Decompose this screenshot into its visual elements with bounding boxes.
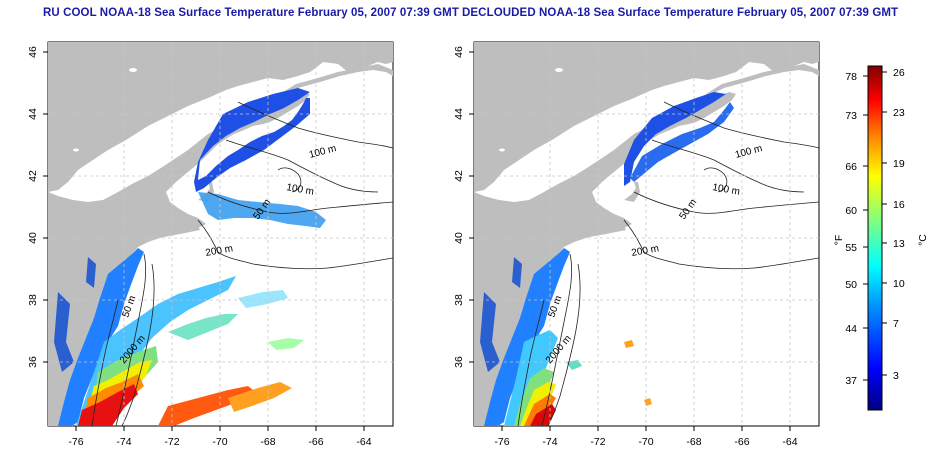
- lat-tick-label: 42: [453, 170, 465, 182]
- celsius-tick: 26: [893, 67, 905, 79]
- celsius-tick: 3: [893, 370, 899, 382]
- right-land: [474, 42, 819, 426]
- lon-tick-label: -66: [308, 436, 323, 448]
- celsius-axis-label: °C: [917, 234, 929, 246]
- fahrenheit-tick: 55: [845, 242, 857, 254]
- right-sst-swath: [484, 92, 734, 426]
- fahrenheit-tick: 60: [845, 205, 857, 217]
- fahrenheit-tick: 73: [845, 110, 857, 122]
- left-axis-ticks: [43, 51, 365, 431]
- lat-tick-label: 42: [27, 170, 39, 182]
- lon-tick-label: -74: [542, 436, 557, 448]
- lon-tick-label: -76: [68, 436, 83, 448]
- lon-tick-label: -64: [356, 436, 371, 448]
- left-map-panel: 100 m 100 m 50 m 200 m 50 m 2000 m -76 -…: [27, 41, 394, 448]
- left-panel-title: RU COOL NOAA-18 Sea Surface Temperature …: [43, 7, 459, 19]
- temperature-colorbar: 78 73 66 60 55 50 44 37 26 23 19 16 13 1…: [833, 65, 929, 411]
- lon-tick-label: -74: [116, 436, 131, 448]
- right-map-panel: 100 m 100 m 50 m 200 m 50 m 2000 m -76 -…: [453, 41, 820, 448]
- lat-tick-label: 40: [453, 232, 465, 244]
- right-x-tick-labels: -76 -74 -72 -70 -68 -66 -64: [494, 436, 797, 448]
- fahrenheit-tick: 78: [845, 71, 857, 83]
- right-panel-title: DECLOUDED NOAA-18 Sea Surface Temperatur…: [462, 7, 899, 19]
- left-grid: [48, 42, 393, 426]
- lon-tick-label: -68: [260, 436, 275, 448]
- celsius-tick-labels: 26 23 19 16 13 10 7 3: [893, 67, 905, 382]
- lat-tick-label: 44: [453, 108, 465, 120]
- celsius-tick: 7: [893, 318, 899, 330]
- lat-tick-label: 44: [27, 108, 39, 120]
- right-y-tick-labels: 46 44 42 40 38 36: [453, 46, 465, 368]
- right-contours: [517, 101, 819, 426]
- fahrenheit-tick: 50: [845, 279, 857, 291]
- celsius-tick: 13: [893, 238, 905, 250]
- colorbar-gradient: [867, 65, 883, 411]
- celsius-tick: 23: [893, 107, 905, 119]
- lat-tick-label: 38: [453, 294, 465, 306]
- lat-tick-label: 40: [27, 232, 39, 244]
- lon-tick-label: -72: [590, 436, 605, 448]
- lon-tick-label: -68: [686, 436, 701, 448]
- fahrenheit-tick-labels: 78 73 66 60 55 50 44 37: [845, 71, 857, 387]
- contour-label-100m: 100 m: [711, 182, 740, 198]
- lat-tick-label: 36: [453, 356, 465, 368]
- celsius-tick: 16: [893, 199, 905, 211]
- left-y-tick-labels: 46 44 42 40 38 36: [27, 46, 39, 368]
- lon-tick-label: -70: [212, 436, 227, 448]
- left-land: [48, 42, 393, 426]
- lon-tick-label: -72: [164, 436, 179, 448]
- fahrenheit-tick: 44: [845, 323, 857, 335]
- right-axis-ticks: [469, 51, 791, 431]
- lat-tick-label: 46: [453, 46, 465, 58]
- fahrenheit-tick: 66: [845, 161, 857, 173]
- fahrenheit-axis-label: °F: [833, 235, 845, 246]
- celsius-tick: 19: [893, 158, 905, 170]
- lon-tick-label: -64: [782, 436, 797, 448]
- colorbar-ticks: [863, 71, 887, 381]
- right-grid: [474, 42, 819, 426]
- left-sst-swath: [58, 88, 326, 426]
- lat-tick-label: 36: [27, 356, 39, 368]
- lon-tick-label: -66: [734, 436, 749, 448]
- left-contours: [91, 101, 393, 426]
- lon-tick-label: -76: [494, 436, 509, 448]
- fahrenheit-tick: 37: [845, 375, 857, 387]
- contour-label-200m: 200 m: [205, 243, 234, 259]
- contour-label-200m: 200 m: [631, 243, 660, 259]
- lat-tick-label: 38: [27, 294, 39, 306]
- contour-label-100m: 100 m: [285, 182, 314, 198]
- left-x-tick-labels: -76 -74 -72 -70 -68 -66 -64: [68, 436, 371, 448]
- lat-tick-label: 46: [27, 46, 39, 58]
- lon-tick-label: -70: [638, 436, 653, 448]
- celsius-tick: 10: [893, 278, 905, 290]
